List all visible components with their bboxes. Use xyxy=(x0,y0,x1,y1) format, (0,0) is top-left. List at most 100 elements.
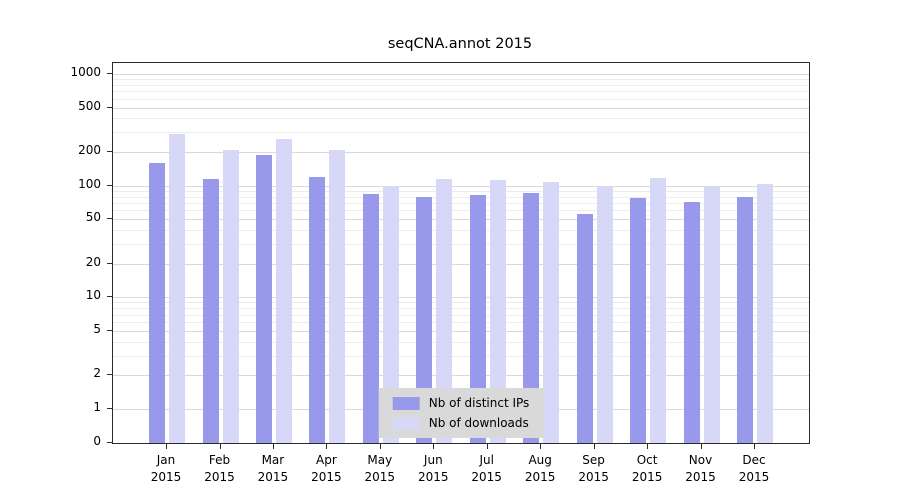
x-tick-label-feb: Feb 2015 xyxy=(188,452,252,486)
x-tick-month: Jun xyxy=(423,453,443,467)
x-tick-month: Apr xyxy=(316,453,337,467)
x-tick-year: 2015 xyxy=(685,469,716,484)
bar-downloads-mar xyxy=(275,139,292,443)
y-tick-label-5: 5 xyxy=(93,321,101,336)
x-tick-label-jul: Jul 2015 xyxy=(455,452,519,486)
x-tick-month: Feb xyxy=(208,453,231,467)
x-tick-label-nov: Nov 2015 xyxy=(669,452,733,486)
x-tick-month: May xyxy=(367,453,393,467)
gridline-1000 xyxy=(113,74,809,75)
x-tick-mark-jan xyxy=(166,444,167,449)
x-tick-mark-aug xyxy=(540,444,542,449)
y-tick-label-500: 500 xyxy=(78,98,101,113)
x-tick-year: 2015 xyxy=(257,469,289,484)
bar-ips-nov xyxy=(683,201,700,443)
y-tick-label-1000: 1000 xyxy=(70,65,101,79)
bar-downloads-jul xyxy=(489,180,506,443)
gridline-600 xyxy=(113,98,809,100)
x-tick-year: 2015 xyxy=(471,469,502,484)
y-tick-label-2: 2 xyxy=(93,366,101,381)
y-tick-label-0: 0 xyxy=(93,434,101,448)
gridline-300 xyxy=(113,132,809,134)
y-tick-label-200: 200 xyxy=(78,143,101,158)
bar-ips-apr xyxy=(309,176,326,443)
bar-downloads-dec xyxy=(757,183,773,443)
x-tick-mark-sep xyxy=(593,444,595,449)
chart-title: seqCNA.annot 2015 xyxy=(387,36,533,52)
y-tick-label-100: 100 xyxy=(78,176,101,191)
legend-item-ips: Nb of distinct IPs xyxy=(392,396,530,410)
x-tick-year: 2015 xyxy=(150,469,182,484)
bar-downloads-sep xyxy=(596,185,613,443)
x-tick-label-jan: Jan 2015 xyxy=(134,452,198,486)
legend-swatch-downloads xyxy=(392,416,420,430)
gridline-200 xyxy=(113,152,809,154)
legend: Nb of distinct IPs Nb of downloads xyxy=(378,388,544,438)
bar-ips-jul xyxy=(469,195,486,443)
x-tick-label-apr: Apr 2015 xyxy=(294,452,358,486)
legend-label-downloads: Nb of downloads xyxy=(428,416,529,430)
x-tick-year: 2015 xyxy=(524,469,556,484)
x-tick-year: 2015 xyxy=(364,469,396,484)
gridline-500 xyxy=(113,107,809,109)
x-tick-mark-apr xyxy=(326,444,328,449)
x-tick-label-may: May 2015 xyxy=(348,452,412,486)
bar-ips-oct xyxy=(630,197,647,443)
x-tick-month: Nov xyxy=(688,453,713,467)
bar-ips-mar xyxy=(255,154,272,443)
x-tick-label-sep: Sep 2015 xyxy=(562,452,626,486)
bar-ips-aug xyxy=(523,193,540,443)
y-tick-label-1: 1 xyxy=(93,400,101,414)
x-tick-mark-jul xyxy=(486,444,488,449)
y-tick-label-20: 20 xyxy=(85,254,101,269)
y-tick-label-10: 10 xyxy=(85,288,101,303)
x-tick-label-oct: Oct 2015 xyxy=(615,452,679,486)
bar-downloads-feb xyxy=(222,149,239,443)
gridline-400 xyxy=(113,118,809,120)
x-tick-label-mar: Mar 2015 xyxy=(241,452,305,486)
x-tick-year: 2015 xyxy=(311,469,342,484)
bar-downloads-nov xyxy=(703,186,720,443)
x-tick-month: Aug xyxy=(528,453,552,467)
x-tick-label-jun: Jun 2015 xyxy=(401,452,465,486)
x-tick-mark-nov xyxy=(700,444,702,449)
legend-swatch-ips xyxy=(392,396,420,410)
bar-downloads-jan xyxy=(169,134,185,443)
x-tick-mark-mar xyxy=(272,444,274,449)
bar-downloads-apr xyxy=(329,149,346,443)
x-tick-label-dec: Dec 2015 xyxy=(722,452,786,486)
bar-ips-jan xyxy=(149,162,165,443)
x-tick-month: Jul xyxy=(479,453,494,467)
plot-area: Nb of distinct IPs Nb of downloads xyxy=(112,62,810,444)
bar-ips-may xyxy=(362,193,379,443)
bar-downloads-may xyxy=(382,185,399,443)
x-tick-year: 2015 xyxy=(738,469,770,484)
x-tick-month: Dec xyxy=(742,453,766,467)
x-tick-year: 2015 xyxy=(418,469,449,484)
x-tick-mark-jun xyxy=(433,444,435,449)
legend-label-ips: Nb of distinct IPs xyxy=(428,396,530,410)
x-tick-mark-may xyxy=(379,444,381,449)
y-tick-label-50: 50 xyxy=(85,210,101,225)
x-tick-label-aug: Aug 2015 xyxy=(508,452,572,486)
x-tick-mark-feb xyxy=(219,444,221,449)
bar-downloads-oct xyxy=(650,177,667,443)
x-tick-month: Mar xyxy=(261,453,285,467)
gridline-800 xyxy=(113,84,809,86)
bar-ips-dec xyxy=(737,196,753,443)
x-tick-month: Oct xyxy=(636,453,658,467)
x-tick-mark-oct xyxy=(647,444,649,449)
bar-downloads-jun xyxy=(436,178,453,443)
gridline-700 xyxy=(113,91,809,93)
x-tick-mark-dec xyxy=(754,444,755,449)
x-tick-year: 2015 xyxy=(631,469,663,484)
gridline-900 xyxy=(113,79,809,81)
bar-ips-feb xyxy=(202,178,219,443)
bar-ips-sep xyxy=(576,213,593,443)
bar-downloads-aug xyxy=(543,181,560,443)
x-tick-month: Jan xyxy=(156,453,176,467)
bar-ips-jun xyxy=(416,196,433,443)
x-tick-year: 2015 xyxy=(204,469,235,484)
x-tick-month: Sep xyxy=(582,453,605,467)
